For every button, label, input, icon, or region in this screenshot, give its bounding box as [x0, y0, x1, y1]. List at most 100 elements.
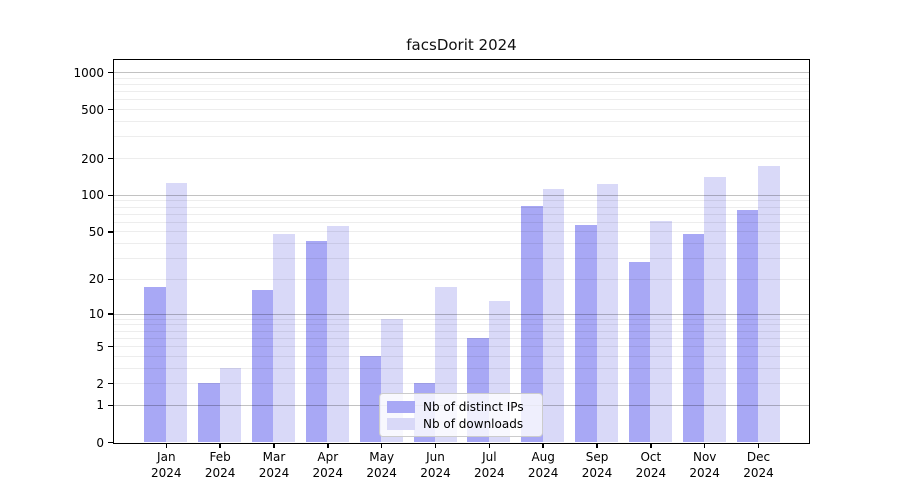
x-tick-label-month: Jul: [482, 450, 497, 464]
gridline-minor-40: [114, 243, 809, 245]
y-tick-mark-10: [108, 313, 113, 315]
y-tick-label-200: 200: [81, 151, 104, 166]
x-tick-label-month: Jan: [157, 450, 176, 464]
bar-downloads-feb: [219, 367, 242, 442]
x-tick-label-dec: Dec 2024: [727, 450, 791, 481]
x-tick-mark-apr: [327, 443, 329, 448]
x-tick-label-year: 2024: [743, 465, 774, 480]
x-tick-label-may: May 2024: [350, 450, 414, 481]
bar-downloads-nov: [704, 177, 726, 442]
x-tick-label-month: Sep: [585, 450, 609, 464]
y-tick-mark-20: [108, 278, 113, 281]
y-tick-label-1000: 1000: [73, 65, 104, 80]
gridline-minor-9: [114, 318, 809, 320]
gridline-minor-200: [114, 158, 809, 160]
bar-downloads-dec: [758, 165, 780, 442]
x-tick-label-year: 2024: [151, 465, 182, 480]
gridline-minor-400: [114, 121, 809, 123]
x-tick-label-year: 2024: [312, 465, 344, 480]
bar-distinct-ips-feb: [198, 383, 220, 442]
plot-area: [113, 59, 810, 444]
legend-item-downloads: Nb of downloads: [387, 416, 534, 431]
bar-distinct-ips-oct: [628, 261, 651, 442]
gridline-minor-5: [114, 346, 809, 348]
bar-distinct-ips-dec: [736, 210, 759, 442]
x-tick-label-sep: Sep 2024: [565, 450, 629, 481]
x-tick-label-month: Aug: [531, 450, 555, 464]
gridline-major-100: [114, 194, 809, 196]
gridline-minor-30: [114, 258, 809, 260]
x-tick-mark-dec: [757, 443, 760, 448]
bar-distinct-ips-aug: [521, 206, 543, 442]
legend-swatch-distinct-ips: [387, 400, 415, 413]
bar-downloads-apr: [327, 225, 349, 442]
y-tick-label-20: 20: [88, 272, 104, 287]
x-tick-label-month: Feb: [209, 450, 231, 464]
gridline-minor-600: [114, 99, 809, 101]
legend-label-distinct-ips: Nb of distinct IPs: [423, 399, 524, 414]
x-tick-label-year: 2024: [474, 465, 505, 480]
gridline-minor-50: [114, 231, 809, 233]
x-tick-label-year: 2024: [635, 465, 667, 480]
x-tick-label-month: Mar: [262, 450, 286, 464]
x-tick-label-month: Nov: [692, 450, 717, 464]
gridline-minor-900: [114, 77, 809, 79]
x-tick-label-year: 2024: [527, 465, 559, 480]
legend-swatch-downloads: [387, 417, 415, 430]
x-tick-label-month: Apr: [317, 450, 339, 464]
gridline-major-1000: [114, 72, 809, 74]
gridline-minor-3: [114, 367, 809, 369]
x-tick-label-apr: Apr 2024: [296, 450, 360, 481]
x-tick-label-month: Oct: [640, 450, 662, 464]
chart-title: facsDorit 2024: [406, 36, 517, 54]
y-tick-label-0: 0: [96, 435, 104, 450]
y-tick-mark-500: [108, 108, 113, 111]
x-tick-label-year: 2024: [204, 465, 236, 480]
x-tick-mark-may: [380, 443, 383, 448]
x-tick-label-month: Dec: [746, 450, 771, 464]
y-tick-label-100: 100: [81, 188, 104, 203]
x-tick-mark-mar: [273, 443, 275, 448]
x-tick-label-year: 2024: [581, 465, 613, 480]
bar-downloads-oct: [650, 220, 672, 442]
x-tick-label-month: Jun: [426, 450, 445, 464]
bar-downloads-mar: [273, 233, 295, 442]
x-tick-label-feb: Feb 2024: [188, 450, 252, 481]
gridline-minor-60: [114, 221, 809, 223]
gridline-minor-800: [114, 83, 809, 85]
bar-distinct-ips-may: [359, 355, 382, 442]
gridline-minor-4: [114, 355, 809, 357]
x-tick-mark-feb: [219, 443, 221, 448]
gridline-minor-7: [114, 330, 809, 332]
y-tick-mark-1000: [108, 71, 113, 74]
y-tick-label-1: 1: [96, 398, 104, 413]
x-tick-label-oct: Oct 2024: [619, 450, 683, 481]
x-tick-label-mar: Mar 2024: [242, 450, 306, 481]
bar-downloads-sep: [596, 183, 619, 442]
y-tick-mark-200: [108, 157, 113, 160]
legend-item-distinct-ips: Nb of distinct IPs: [387, 399, 534, 414]
bar-distinct-ips-mar: [251, 290, 274, 442]
gridline-minor-80: [114, 206, 809, 208]
y-tick-mark-2: [108, 382, 113, 385]
gridline-major-10: [114, 313, 809, 315]
x-tick-mark-jun: [434, 443, 437, 448]
x-tick-label-year: 2024: [366, 465, 397, 480]
gridline-minor-20: [114, 278, 809, 280]
gridline-minor-8: [114, 324, 809, 326]
bar-distinct-ips-jan: [144, 287, 166, 442]
bar-downloads-aug: [542, 188, 565, 442]
x-tick-label-jul: Jul 2024: [457, 450, 521, 481]
x-tick-label-jun: Jun 2024: [404, 450, 468, 481]
gridline-minor-700: [114, 91, 809, 93]
x-tick-label-year: 2024: [689, 465, 720, 480]
x-tick-mark-nov: [704, 443, 706, 448]
gridline-minor-70: [114, 213, 809, 215]
y-tick-label-50: 50: [88, 224, 104, 239]
x-tick-label-nov: Nov 2024: [673, 450, 737, 481]
gridline-minor-300: [114, 136, 809, 138]
y-tick-label-5: 5: [96, 339, 104, 354]
x-tick-mark-sep: [596, 443, 598, 448]
gridline-minor-2: [114, 383, 809, 385]
